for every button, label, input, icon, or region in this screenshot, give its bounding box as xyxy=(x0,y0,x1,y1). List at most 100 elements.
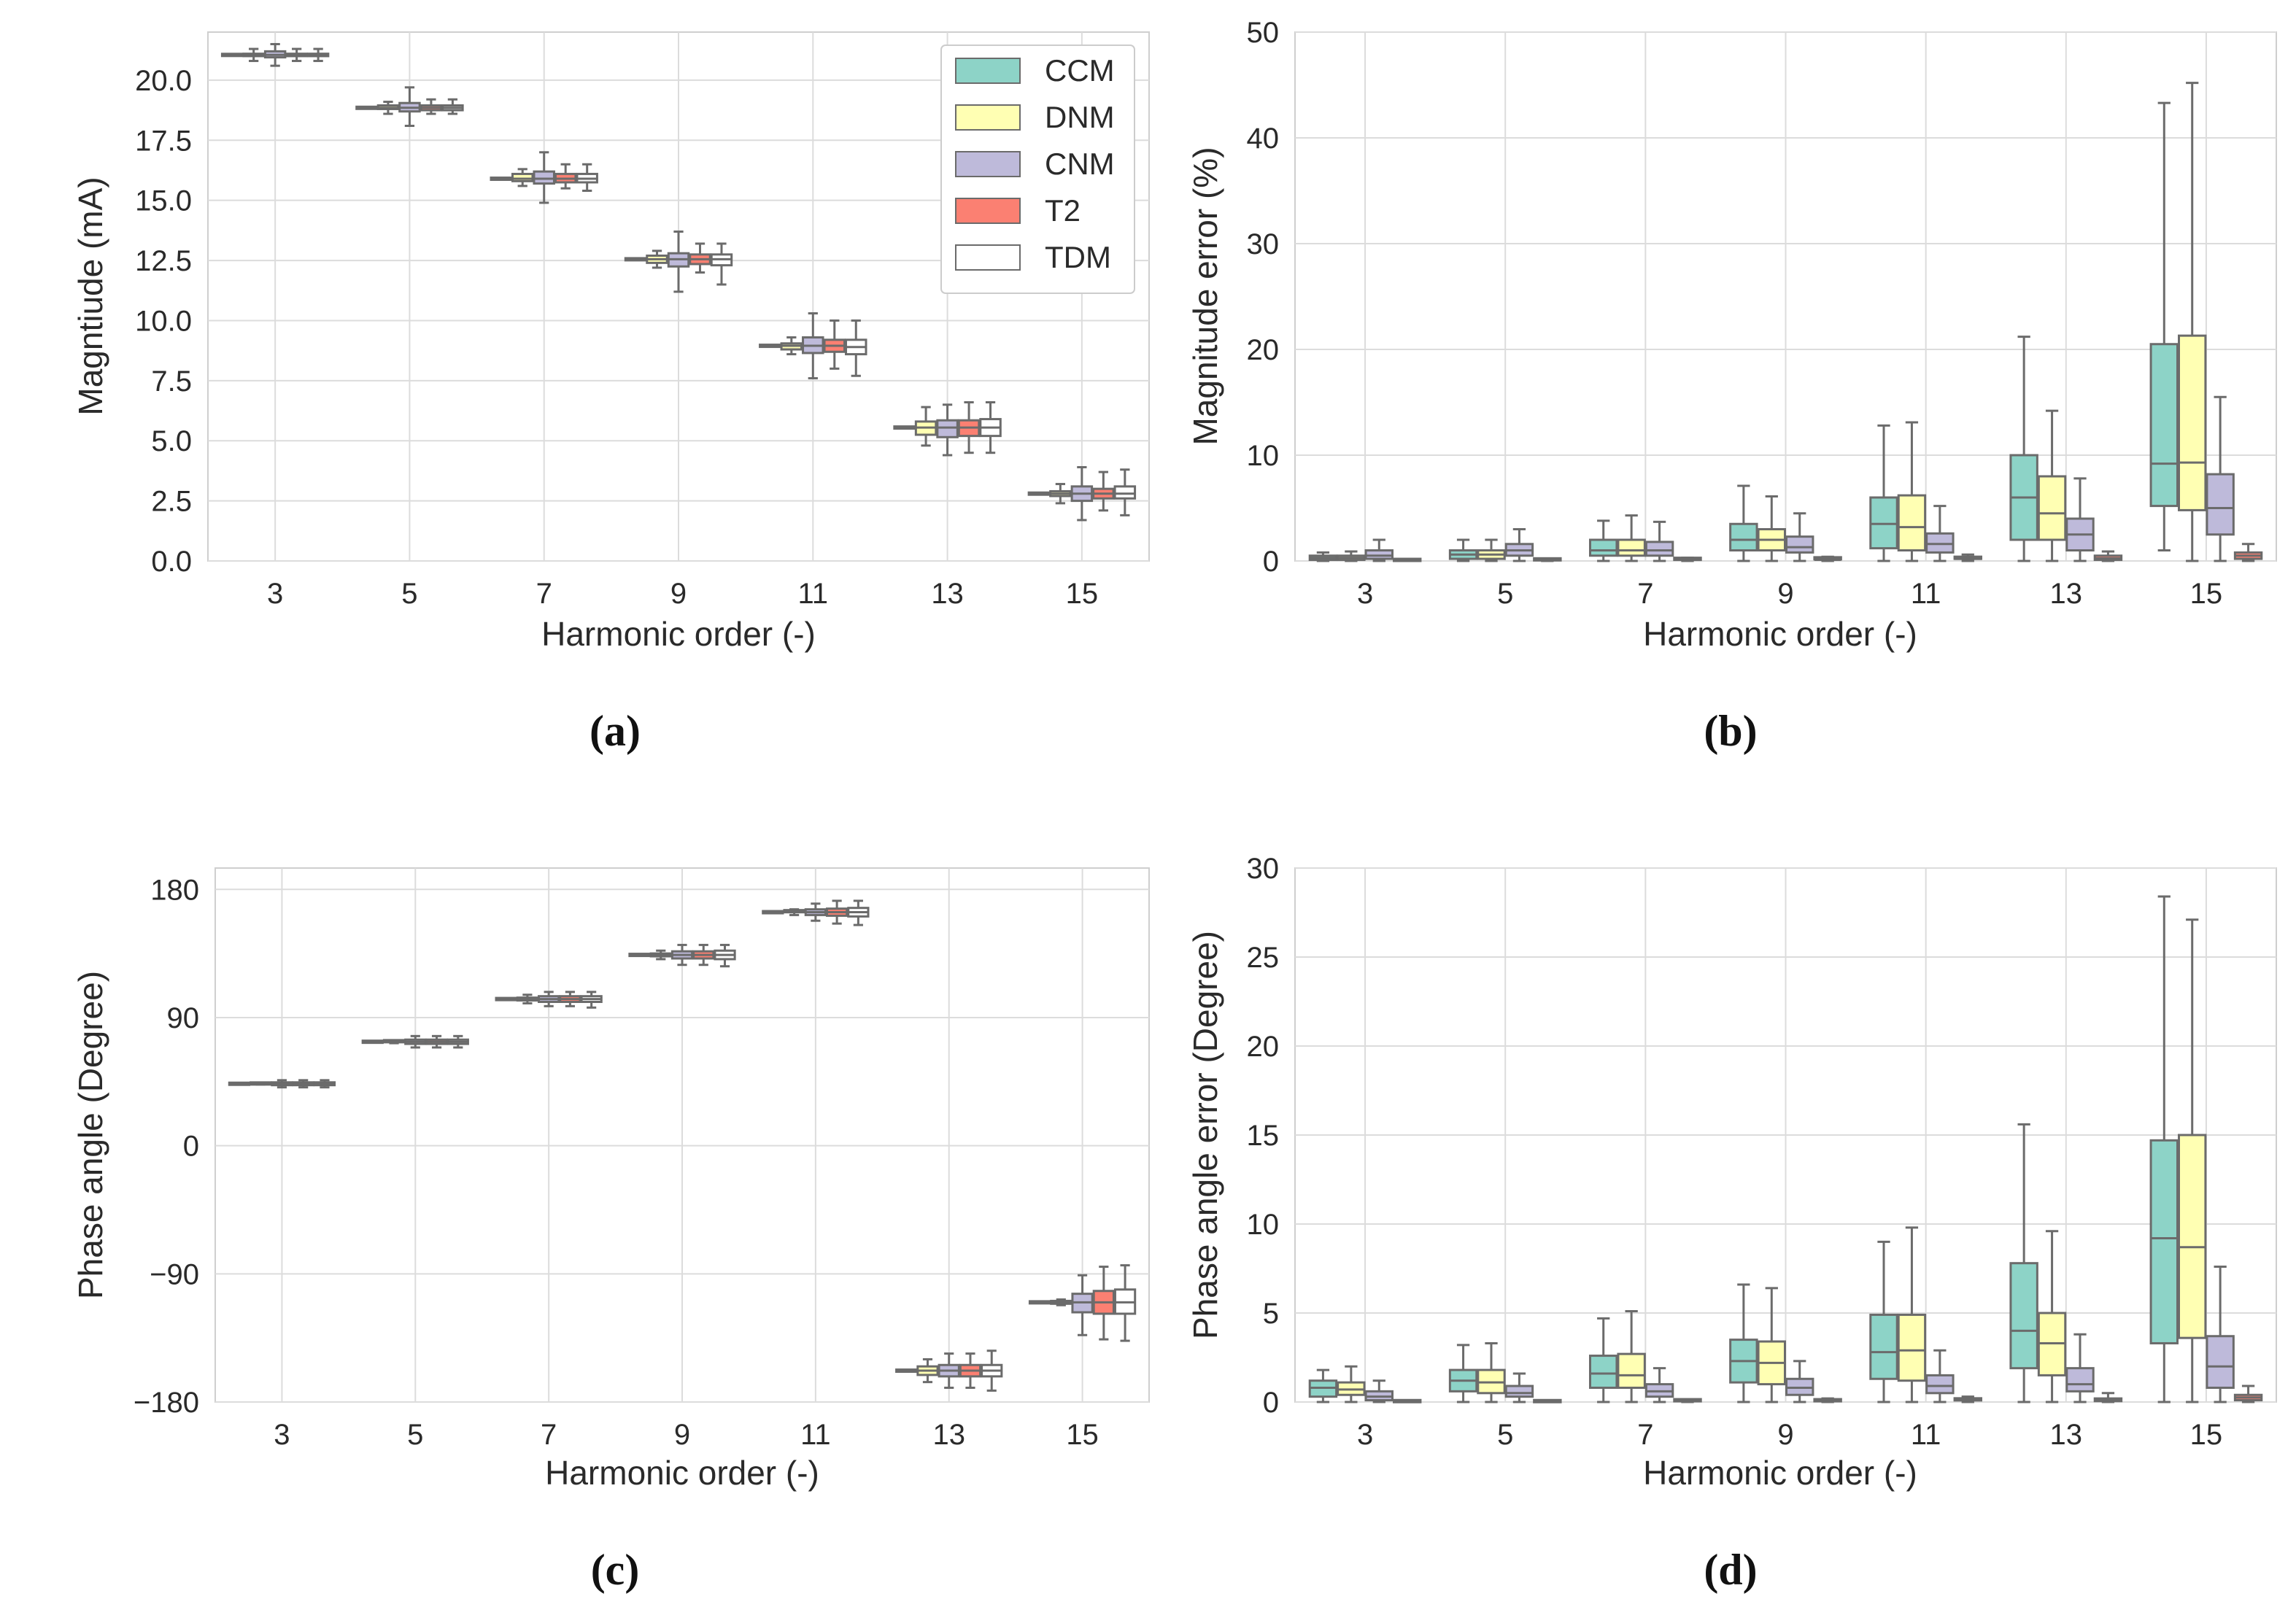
box-c-dnm-9 xyxy=(649,949,672,961)
box-c-ccm-9 xyxy=(628,953,651,958)
box-a-dnm-9 xyxy=(646,249,668,269)
x-axis-label-a: Harmonic order (-) xyxy=(541,615,816,653)
ticks-a: 0.0 2.5 5.0 7.5 10.0 12.5 15.0 17.5 20.0 3 5 7 9 11 13… xyxy=(135,65,1098,610)
legend-entry-cnm: CNM xyxy=(955,147,1115,181)
box-c-ccm-7 xyxy=(495,996,517,1002)
box-d-t2-5 xyxy=(1533,1398,1562,1403)
box-d-dnm-13 xyxy=(2037,1230,2067,1403)
box-c-dnm-7 xyxy=(516,994,539,1004)
box-c-ccm-11 xyxy=(762,910,784,915)
legend-swatch-ccm xyxy=(955,58,1021,84)
box-d-t2-15 xyxy=(2233,1384,2263,1403)
x-tick-label-a-3: 9 xyxy=(670,578,687,610)
x-tick-label-d-0: 3 xyxy=(1357,1419,1373,1451)
box-b-cnm-7 xyxy=(1644,520,1674,562)
box-b-cnm-9 xyxy=(1785,512,1814,562)
y-tick-label-b-4: 40 xyxy=(1247,123,1280,155)
caption-b: (b) xyxy=(1704,707,1757,755)
x-tick-label-b-6: 15 xyxy=(2190,578,2223,610)
x-tick-label-d-1: 5 xyxy=(1497,1419,1513,1451)
box-b-cnm-5 xyxy=(1504,528,1534,562)
y-axis-label-c: Phase angle (Degree) xyxy=(71,971,109,1299)
box-c-t2-11 xyxy=(825,899,849,925)
box-a-dnm-11 xyxy=(780,336,803,356)
box-c-dnm-13 xyxy=(916,1358,939,1384)
box-c-t2-3 xyxy=(292,1079,314,1089)
box-body xyxy=(2206,1335,2235,1389)
box-d-t2-7 xyxy=(1673,1398,1702,1403)
box-b-t2-13 xyxy=(2093,550,2123,562)
y-tick-label-b-2: 20 xyxy=(1247,334,1280,366)
box-c-cnm-9 xyxy=(670,943,694,967)
box-c-t2-13 xyxy=(959,1352,982,1389)
grid-b xyxy=(1295,31,2276,562)
box-body xyxy=(1897,494,1927,551)
legend-label-tdm: TDM xyxy=(1045,240,1111,274)
box-a-tdm-7 xyxy=(576,163,598,192)
box-a-cnm-15 xyxy=(1070,465,1094,522)
box-d-ccm-15 xyxy=(2149,895,2179,1403)
box-c-tdm-9 xyxy=(714,943,736,968)
box-c-cnm-3 xyxy=(271,1079,293,1089)
ticks-b: 0 10 20 30 40 50 3 5 7 9 11 13 15 xyxy=(1247,17,2223,610)
box-a-t2-7 xyxy=(554,163,577,190)
x-tick-label-d-2: 7 xyxy=(1637,1419,1653,1451)
box-body xyxy=(2178,1134,2207,1339)
box-c-cnm-11 xyxy=(804,902,827,922)
box-b-cnm-11 xyxy=(1925,505,1955,562)
grid-d xyxy=(1295,867,2276,1403)
box-b-t2-15 xyxy=(2233,543,2263,562)
x-tick-label-a-1: 5 xyxy=(401,578,417,610)
y-tick-label-c-2: 0 xyxy=(183,1131,199,1163)
box-a-tdm-9 xyxy=(710,242,733,286)
y-tick-label-a-8: 20.0 xyxy=(135,65,192,97)
y-tick-label-b-3: 30 xyxy=(1247,228,1280,260)
box-c-cnm-13 xyxy=(938,1352,960,1389)
x-tick-label-c-6: 15 xyxy=(1066,1419,1099,1451)
box-d-dnm-7 xyxy=(1617,1310,1646,1403)
legend-entry-t2: T2 xyxy=(955,193,1081,228)
box-d-t2-3 xyxy=(1393,1398,1422,1403)
box-d-ccm-3 xyxy=(1308,1368,1338,1403)
box-c-tdm-5 xyxy=(447,1034,469,1049)
box-c-tdm-15 xyxy=(1113,1264,1137,1342)
box-a-dnm-15 xyxy=(1049,483,1072,505)
legend: CCM DNM CNM T2 TDM xyxy=(940,44,1135,294)
caption-c: (c) xyxy=(591,1546,640,1594)
legend-swatch-cnm xyxy=(955,151,1021,177)
y-tick-label-b-0: 0 xyxy=(1263,546,1279,578)
box-body xyxy=(511,172,534,182)
box-body xyxy=(936,419,959,438)
y-tick-label-b-1: 10 xyxy=(1247,440,1280,472)
box-c-ccm-3 xyxy=(228,1081,251,1086)
box-b-t2-7 xyxy=(1673,557,1702,562)
legend-entry-tdm: TDM xyxy=(955,240,1111,274)
box-body xyxy=(1589,1355,1618,1389)
box-body xyxy=(2037,475,2067,541)
box-d-ccm-13 xyxy=(2009,1123,2038,1403)
box-d-dnm-3 xyxy=(1337,1365,1366,1403)
box-d-ccm-7 xyxy=(1589,1317,1618,1403)
box-d-ccm-5 xyxy=(1448,1344,1478,1403)
box-b-dnm-9 xyxy=(1757,495,1787,562)
y-tick-label-a-0: 0.0 xyxy=(151,546,192,578)
x-tick-label-a-6: 15 xyxy=(1066,578,1099,610)
boxes-b xyxy=(1308,82,2263,562)
box-d-t2-9 xyxy=(1813,1397,1842,1403)
box-body xyxy=(1113,485,1137,500)
y-axis-label-a: Magntiude (mA) xyxy=(71,177,109,415)
box-d-dnm-5 xyxy=(1477,1341,1506,1403)
caption-d: (d) xyxy=(1704,1546,1757,1594)
box-a-tdm-13 xyxy=(979,401,1002,454)
x-tick-label-b-2: 7 xyxy=(1637,578,1653,610)
legend-label-ccm: CCM xyxy=(1045,53,1115,88)
y-tick-label-b-5: 50 xyxy=(1247,17,1280,49)
box-body xyxy=(533,170,555,185)
box-a-dnm-3 xyxy=(242,47,265,63)
legend-swatch-dnm xyxy=(955,104,1021,131)
box-b-cnm-15 xyxy=(2206,395,2235,562)
legend-entry-dnm: DNM xyxy=(955,100,1115,134)
box-c-ccm-5 xyxy=(361,1039,384,1045)
box-a-ccm-7 xyxy=(490,177,512,182)
